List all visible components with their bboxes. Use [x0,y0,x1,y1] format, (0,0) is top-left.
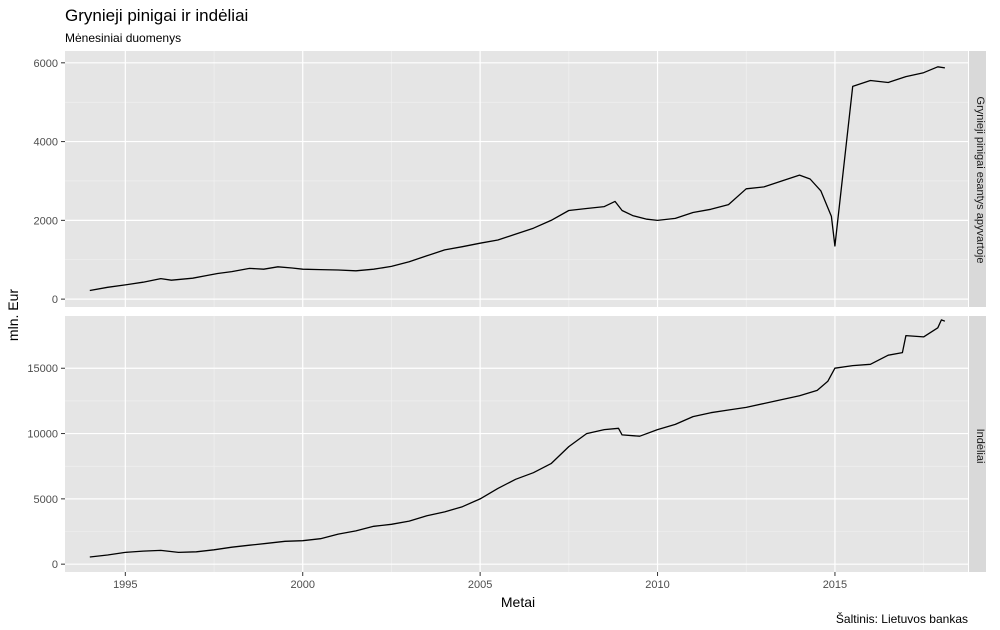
series-line [89,66,945,292]
chart-title: Grynieji pinigai ir indėliai [65,6,248,25]
x-axis-title: Metai [501,594,535,610]
x-tick-label: 2005 [468,579,492,591]
panel-background [65,51,968,307]
y-tick-label: 2000 [34,215,58,227]
panel-deposits: 0 5000 10000 15000 [27,316,986,572]
x-axis: 1995 2000 2005 2010 2015 [113,572,847,591]
x-tick-label: 2010 [645,579,669,591]
y-tick-label: 0 [52,294,58,306]
y-tick-label: 4000 [34,137,58,149]
x-tick-label: 2015 [823,579,847,591]
y-tick-label: 5000 [34,494,58,506]
strip-background [969,51,986,307]
strip-label-currency: Grynieji pinigai esantys apyvartoje [974,97,986,264]
chart-subtitle: Mėnesiniai duomenys [65,31,181,45]
y-tick-label: 6000 [34,58,58,70]
panel-currency: 0 2000 4000 6000 [34,51,986,307]
y-axis-title: mln. Eur [5,289,21,341]
strip-label-deposits: Indėliai [974,429,986,464]
y-tick-label: 0 [52,559,58,571]
y-tick-label: 10000 [27,429,58,441]
strip-background [969,316,986,572]
x-tick-label: 2000 [290,579,314,591]
panel-background [65,316,968,572]
series-line [89,319,946,558]
x-tick-label: 1995 [113,579,137,591]
y-tick-label: 15000 [27,363,58,375]
source-caption: Šaltinis: Lietuvos bankas [836,611,968,626]
